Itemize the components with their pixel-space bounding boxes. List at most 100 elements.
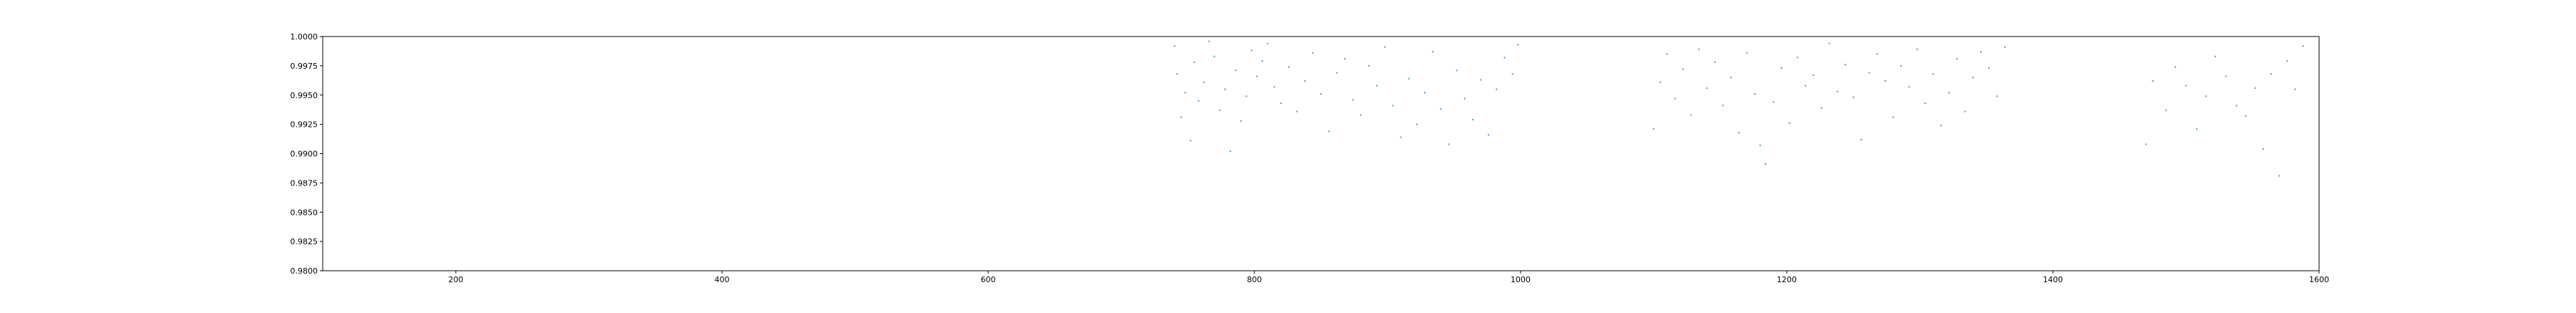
data-point <box>1174 44 1176 47</box>
data-point <box>1698 48 1700 51</box>
data-point <box>1267 42 1269 45</box>
data-point <box>1214 55 1216 57</box>
data-point <box>2145 143 2147 145</box>
x-tick-label: 1400 <box>2043 275 2063 284</box>
y-tick-label: 0.9875 <box>291 178 318 188</box>
data-point <box>1392 105 1394 107</box>
data-point <box>1796 57 1799 59</box>
data-point <box>2214 55 2217 57</box>
data-point <box>1804 85 1807 87</box>
data-point <box>1415 123 1418 125</box>
y-tick-label: 1.0000 <box>291 32 318 42</box>
data-point <box>1706 87 1708 90</box>
data-point <box>1344 57 1346 60</box>
data-point <box>2205 95 2207 97</box>
x-tick-label: 200 <box>449 275 464 284</box>
data-point <box>1194 61 1196 64</box>
axes-frame <box>322 36 2320 271</box>
data-point <box>2270 73 2273 75</box>
data-point <box>1754 92 1756 95</box>
data-point <box>1772 101 1775 103</box>
x-tick-label: 1000 <box>1511 275 1531 284</box>
data-point <box>2195 127 2198 130</box>
data-point <box>1682 68 1684 70</box>
y-tick-label: 0.9925 <box>291 120 318 130</box>
data-point <box>1852 96 1855 99</box>
data-point <box>1722 105 1724 107</box>
data-point <box>1780 67 1782 69</box>
data-point <box>1972 77 1974 79</box>
x-tick-label: 400 <box>715 275 730 284</box>
data-point <box>2004 46 2006 48</box>
data-point <box>1517 44 1519 46</box>
data-point <box>1336 72 1338 74</box>
data-point <box>1375 85 1378 87</box>
data-point <box>1352 99 1354 101</box>
y-tick-label: 0.9800 <box>291 266 318 276</box>
data-point <box>1455 69 1458 72</box>
x-axis: 200 400 600 800 1000 1200 1400 1600 <box>449 271 2329 284</box>
data-point <box>1813 74 1815 77</box>
y-axis: 0.9800 0.9825 0.9850 0.9875 0.9900 0.9925 0.99… <box>291 32 323 276</box>
data-point <box>1908 86 1911 88</box>
data-point <box>2225 75 2227 77</box>
data-point <box>1488 134 1490 136</box>
data-point <box>2294 88 2296 90</box>
data-point <box>1463 97 1466 100</box>
x-tick-label: 800 <box>1247 275 1262 284</box>
data-point <box>1652 127 1655 130</box>
data-point <box>1884 80 1886 82</box>
data-point <box>1511 73 1514 75</box>
data-point <box>1197 100 1200 102</box>
data-point <box>1860 138 1863 141</box>
data-point <box>1256 75 1258 77</box>
data-point <box>1503 57 1506 59</box>
data-point <box>1224 88 1226 90</box>
data-point <box>1296 110 1298 112</box>
data-point <box>1423 92 1426 94</box>
data-point <box>1746 52 1748 54</box>
data-point <box>1184 92 1186 94</box>
data-point <box>1203 81 1205 83</box>
data-point <box>1327 130 1330 133</box>
data-point <box>2302 44 2304 47</box>
data-point <box>1245 95 1248 97</box>
data-point <box>1980 51 1982 53</box>
data-point <box>1689 114 1692 116</box>
data-point <box>2235 105 2238 107</box>
data-point <box>1319 92 1322 95</box>
data-point <box>1996 95 1999 97</box>
data-point <box>1876 53 1878 55</box>
data-point <box>2185 85 2187 87</box>
data-point <box>2165 109 2167 112</box>
data-point <box>1956 57 1958 60</box>
data-point <box>1788 122 1790 125</box>
data-point <box>1440 108 1442 110</box>
data-point <box>2152 80 2154 82</box>
data-point <box>1828 42 1830 45</box>
data-point <box>1759 144 1761 147</box>
data-point <box>1176 73 1179 75</box>
data-point <box>1400 136 1402 138</box>
data-point <box>1964 110 1966 112</box>
data-point <box>1261 60 1264 62</box>
data-point <box>1820 107 1823 109</box>
data-point <box>1729 77 1732 79</box>
x-tick-label: 600 <box>981 275 996 284</box>
x-tick-label: 1600 <box>2309 275 2329 284</box>
x-tick-label: 1200 <box>1777 275 1797 284</box>
data-point <box>2245 115 2247 117</box>
data-point <box>1924 102 1926 105</box>
data-point <box>1448 143 1450 145</box>
data-point <box>1836 90 1838 93</box>
data-point <box>1844 64 1847 66</box>
data-point <box>2174 66 2177 68</box>
data-point <box>1280 102 1282 105</box>
data-point <box>1229 150 1231 153</box>
data-point <box>1666 53 1668 55</box>
y-tick-label: 0.9825 <box>291 237 318 246</box>
data-point <box>1367 64 1370 67</box>
data-point <box>1471 118 1474 121</box>
